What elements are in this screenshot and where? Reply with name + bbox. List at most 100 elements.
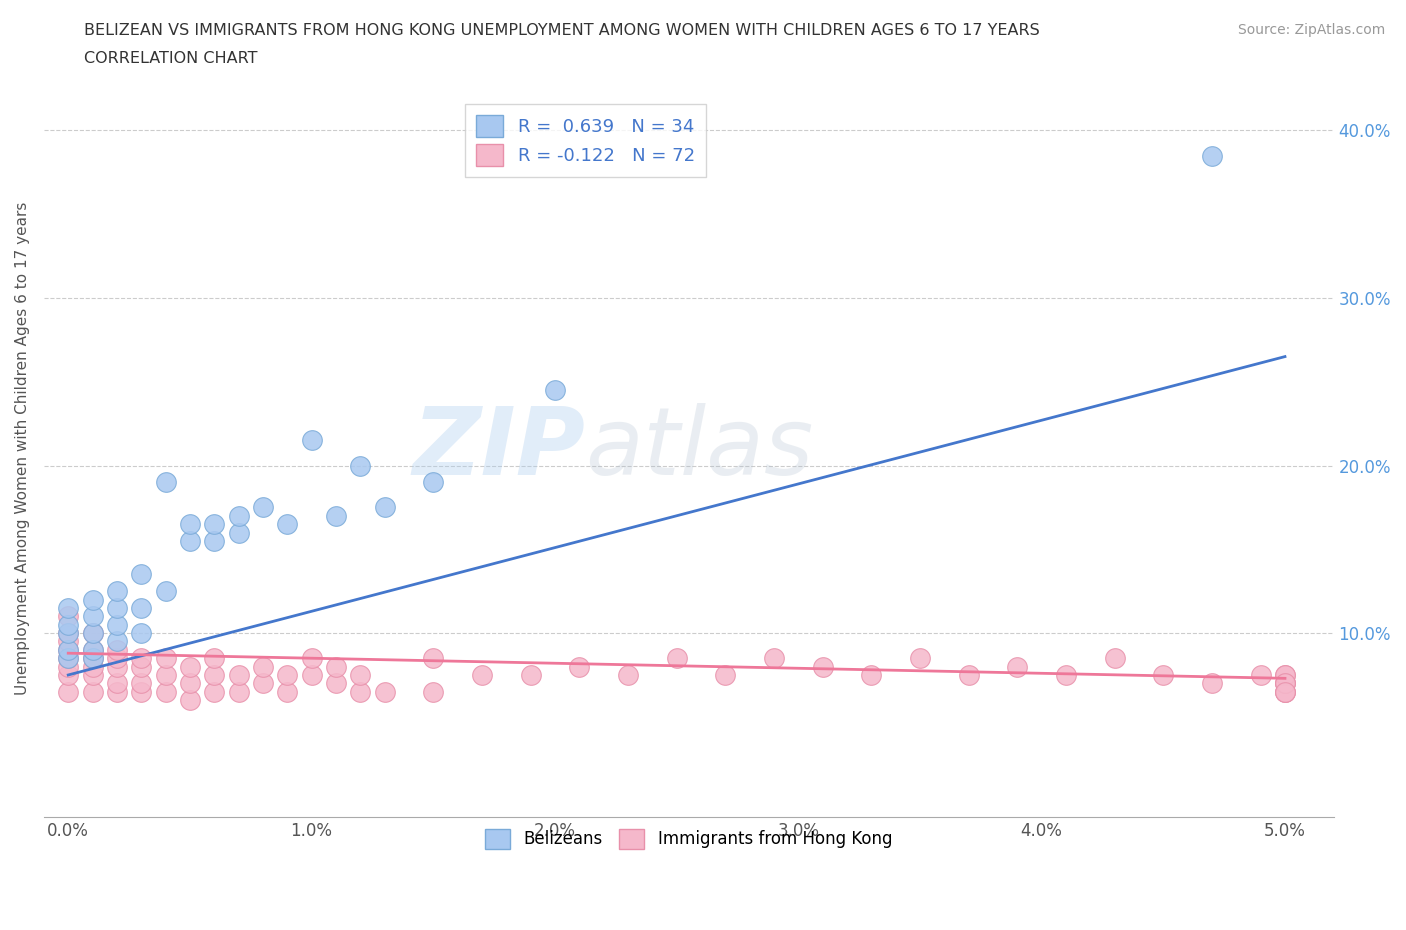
Point	[422, 684, 444, 699]
Point	[82, 659, 104, 674]
Point	[58, 659, 80, 674]
Point	[665, 651, 688, 666]
Point	[1274, 676, 1296, 691]
Point	[155, 684, 177, 699]
Point	[1007, 659, 1029, 674]
Point	[860, 668, 883, 683]
Point	[908, 651, 931, 666]
Point	[105, 676, 128, 691]
Point	[105, 684, 128, 699]
Point	[1274, 684, 1296, 699]
Point	[228, 525, 250, 540]
Point	[129, 651, 152, 666]
Text: BELIZEAN VS IMMIGRANTS FROM HONG KONG UNEMPLOYMENT AMONG WOMEN WITH CHILDREN AGE: BELIZEAN VS IMMIGRANTS FROM HONG KONG UN…	[84, 23, 1040, 38]
Point	[374, 500, 396, 515]
Point	[179, 693, 201, 708]
Point	[155, 584, 177, 599]
Point	[129, 676, 152, 691]
Point	[58, 684, 80, 699]
Point	[58, 626, 80, 641]
Point	[1201, 148, 1223, 163]
Point	[1274, 684, 1296, 699]
Point	[228, 684, 250, 699]
Point	[82, 643, 104, 658]
Point	[105, 651, 128, 666]
Point	[617, 668, 640, 683]
Text: CORRELATION CHART: CORRELATION CHART	[84, 51, 257, 66]
Point	[202, 668, 225, 683]
Point	[105, 634, 128, 649]
Point	[155, 475, 177, 490]
Point	[105, 659, 128, 674]
Point	[129, 684, 152, 699]
Point	[276, 668, 298, 683]
Point	[82, 668, 104, 683]
Point	[129, 626, 152, 641]
Point	[105, 584, 128, 599]
Point	[58, 643, 80, 658]
Point	[82, 651, 104, 666]
Point	[471, 668, 494, 683]
Point	[252, 659, 274, 674]
Point	[179, 534, 201, 549]
Point	[325, 676, 347, 691]
Point	[228, 509, 250, 524]
Point	[58, 618, 80, 632]
Point	[82, 626, 104, 641]
Point	[762, 651, 785, 666]
Point	[58, 643, 80, 658]
Point	[1274, 676, 1296, 691]
Text: atlas: atlas	[585, 404, 814, 494]
Text: Source: ZipAtlas.com: Source: ZipAtlas.com	[1237, 23, 1385, 37]
Point	[58, 651, 80, 666]
Point	[1250, 668, 1272, 683]
Point	[349, 458, 371, 473]
Point	[349, 668, 371, 683]
Point	[202, 517, 225, 532]
Point	[252, 500, 274, 515]
Point	[811, 659, 834, 674]
Point	[105, 618, 128, 632]
Point	[82, 592, 104, 607]
Point	[202, 534, 225, 549]
Point	[179, 676, 201, 691]
Point	[228, 668, 250, 683]
Point	[82, 684, 104, 699]
Point	[325, 659, 347, 674]
Point	[202, 651, 225, 666]
Y-axis label: Unemployment Among Women with Children Ages 6 to 17 years: Unemployment Among Women with Children A…	[15, 202, 30, 696]
Point	[276, 684, 298, 699]
Point	[1274, 684, 1296, 699]
Point	[957, 668, 980, 683]
Point	[1274, 668, 1296, 683]
Point	[714, 668, 737, 683]
Point	[1274, 676, 1296, 691]
Point	[301, 651, 323, 666]
Point	[276, 517, 298, 532]
Point	[374, 684, 396, 699]
Point	[568, 659, 591, 674]
Legend: Belizeans, Immigrants from Hong Kong: Belizeans, Immigrants from Hong Kong	[474, 817, 904, 860]
Point	[1201, 676, 1223, 691]
Point	[129, 567, 152, 582]
Point	[82, 626, 104, 641]
Point	[82, 651, 104, 666]
Point	[202, 684, 225, 699]
Point	[325, 509, 347, 524]
Point	[301, 668, 323, 683]
Point	[422, 651, 444, 666]
Point	[1152, 668, 1174, 683]
Point	[349, 684, 371, 699]
Point	[58, 601, 80, 616]
Point	[58, 651, 80, 666]
Point	[58, 626, 80, 641]
Point	[82, 609, 104, 624]
Point	[129, 659, 152, 674]
Point	[155, 668, 177, 683]
Point	[58, 634, 80, 649]
Point	[105, 643, 128, 658]
Point	[519, 668, 541, 683]
Point	[155, 651, 177, 666]
Point	[58, 609, 80, 624]
Point	[301, 433, 323, 448]
